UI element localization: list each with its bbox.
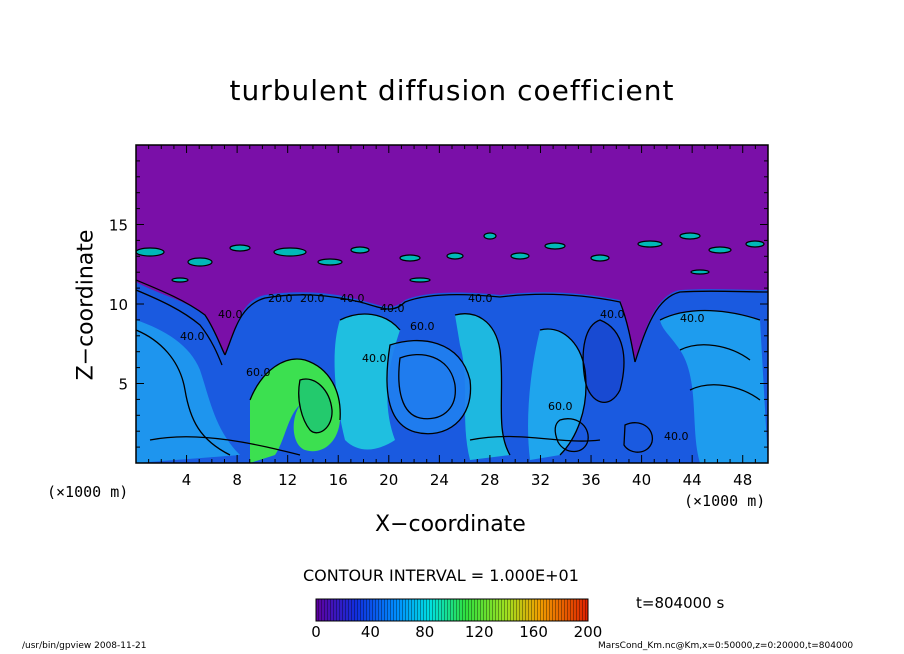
cyan-band-mid: [334, 314, 400, 450]
colorbar-tick-label: 0: [311, 623, 321, 641]
cyan-band-far-east: [660, 310, 768, 463]
x-axis: 4 8 12 16 20 24 28 32 36 40 44 48: [148, 145, 756, 489]
cyan-band-right: [455, 313, 510, 460]
chart-title: turbulent diffusion coefficient: [229, 74, 675, 107]
contour-label: 40.0: [180, 330, 205, 343]
contour-label: 40.0: [468, 292, 493, 305]
upper-blobs: [136, 232, 765, 283]
y-axis-label: Z−coordinate: [73, 229, 99, 381]
y-tick-label: 15: [109, 217, 128, 235]
colorbar-axis: 0 40 80 120 160 200: [311, 623, 602, 641]
time-label: t=804000 s: [636, 594, 725, 612]
cyan-band-east: [528, 329, 586, 460]
x-tick-label: 12: [278, 471, 297, 489]
contour-label: 40.0: [600, 308, 625, 321]
x-tick-label: 48: [733, 471, 752, 489]
footer-right-text: MarsCond_Km.nc@Km,x=0:50000,z=0:20000,t=…: [598, 641, 854, 651]
contour-label: 20.0: [268, 292, 293, 305]
blue-eddy-east: [583, 320, 624, 403]
contour-label: 40.0: [664, 430, 689, 443]
contour-label: 40.0: [362, 352, 387, 365]
contour-label: 20.0: [300, 292, 325, 305]
contour-interval-text: CONTOUR INTERVAL = 1.000E+01: [303, 566, 579, 585]
colorbar-tick-label: 160: [519, 623, 548, 641]
colorbar-stripes: [316, 599, 588, 621]
colorbar-frame: [315, 598, 589, 622]
x-axis-label: X−coordinate: [375, 512, 526, 537]
x-tick-label: 32: [531, 471, 550, 489]
x-unit-label-right: (×1000 m): [684, 492, 766, 510]
y-tick-label: 10: [109, 296, 128, 314]
x-tick-label: 16: [329, 471, 348, 489]
contour-label: 40.0: [380, 302, 405, 315]
contour-label: 40.0: [218, 308, 243, 321]
x-tick-label: 36: [581, 471, 600, 489]
footer-left-text: /usr/bin/gpview 2008-11-21: [22, 641, 147, 651]
x-tick-label: 24: [430, 471, 449, 489]
contour-label-group: 20.0 20.0 40.0 40.0 40.0 40.0 60.0 40.0 40.0 60.0…: [180, 292, 705, 443]
colorbar-tick-label: 40: [361, 623, 380, 641]
cyan-band-left: [136, 320, 240, 463]
y-axis: 5 10 15: [109, 160, 768, 448]
contour-label: 40.0: [340, 292, 365, 305]
colorbar-tick-label: 200: [574, 623, 603, 641]
y-tick-label: 5: [118, 376, 128, 394]
contour-label: 60.0: [246, 366, 271, 379]
x-tick-label: 4: [182, 471, 192, 489]
colorbar-tick-label: 120: [465, 623, 494, 641]
x-tick-label: 40: [632, 471, 651, 489]
x-unit-label-left: (×1000 m): [47, 483, 129, 501]
contour-lines: [136, 279, 768, 456]
contour-label: 40.0: [680, 312, 705, 325]
contour-label: 60.0: [410, 320, 435, 333]
x-tick-label: 44: [683, 471, 702, 489]
x-tick-label: 20: [379, 471, 398, 489]
contour-label: 60.0: [548, 400, 573, 413]
x-tick-label: 8: [232, 471, 242, 489]
field-layer: 20.0 20.0 40.0 40.0 40.0 40.0 60.0 40.0 40.0 60.0…: [136, 145, 768, 463]
colorbar-tick-label: 80: [415, 623, 434, 641]
green-plume-core: [298, 379, 333, 433]
x-tick-label: 28: [480, 471, 499, 489]
